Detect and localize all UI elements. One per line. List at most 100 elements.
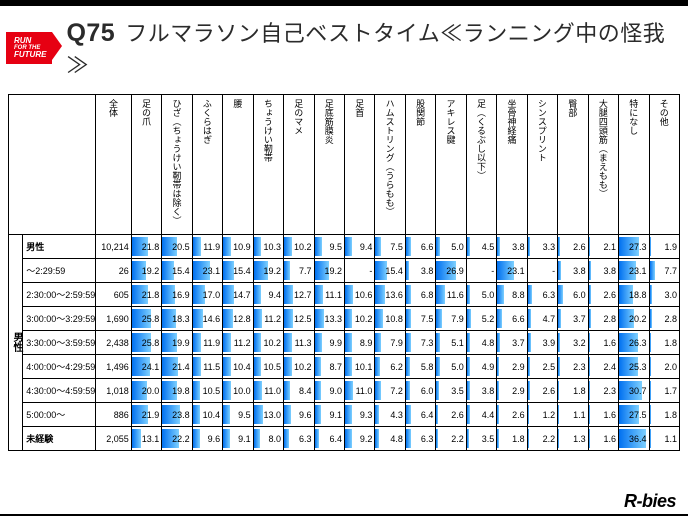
data-cell: 11.0 xyxy=(253,379,283,403)
bar-fill xyxy=(650,285,652,304)
bar-fill xyxy=(254,381,262,400)
data-cell: 18.8 xyxy=(619,283,649,307)
bar-fill xyxy=(467,333,471,352)
cell-value: 6.0 xyxy=(573,290,586,300)
bar-fill xyxy=(558,285,562,304)
cell-value: 3.8 xyxy=(482,386,495,396)
data-cell: 4.8 xyxy=(375,427,405,451)
table-row: 5:00:00～88621.923.810.49.513.09.69.19.34… xyxy=(9,403,680,427)
data-cell: 7.7 xyxy=(284,259,314,283)
data-cell: 10.3 xyxy=(253,235,283,259)
cell-value: 10.5 xyxy=(203,386,221,396)
data-cell: 5.2 xyxy=(466,307,496,331)
data-cell: 9.1 xyxy=(223,427,253,451)
cell-value: 2.6 xyxy=(512,410,525,420)
data-cell: 21.4 xyxy=(162,355,192,379)
cell-value: 10.5 xyxy=(264,362,282,372)
cell-value: 11.1 xyxy=(325,290,342,300)
cell-value: 19.2 xyxy=(142,266,160,276)
data-cell: 14.7 xyxy=(223,283,253,307)
data-cell: 2.6 xyxy=(497,403,527,427)
cell-value: 5.0 xyxy=(482,290,495,300)
row-label: 未経験 xyxy=(23,427,96,451)
data-cell: 7.5 xyxy=(375,235,405,259)
cell-value: 13.3 xyxy=(324,314,342,324)
data-cell: 1.2 xyxy=(527,403,557,427)
bar-fill xyxy=(436,381,439,400)
cell-value: 8.9 xyxy=(360,338,373,348)
data-cell: 3.8 xyxy=(558,259,588,283)
cell-value: 11.9 xyxy=(203,242,220,252)
bar-fill xyxy=(223,381,230,400)
cell-value: 15.4 xyxy=(233,266,251,276)
data-cell: 9.1 xyxy=(314,403,344,427)
cell-value: 6.3 xyxy=(299,434,312,444)
cell-value: 1.9 xyxy=(664,242,677,252)
cell-value: 20.5 xyxy=(172,242,190,252)
cell-value: 3.5 xyxy=(451,386,464,396)
data-cell: 10.2 xyxy=(344,307,374,331)
cell-value: 3.8 xyxy=(573,266,586,276)
bar-fill xyxy=(315,381,322,400)
cell-value: 9.1 xyxy=(329,410,342,420)
col-head-6: 足底筋膜炎 xyxy=(314,95,344,235)
bar-fill xyxy=(315,429,320,448)
bar-fill xyxy=(650,357,651,376)
data-cell: 9.2 xyxy=(344,427,374,451)
cell-value: 10.2 xyxy=(294,362,312,372)
cell-value: 7.7 xyxy=(664,266,677,276)
cell-value: 3.8 xyxy=(421,266,434,276)
cell-value: 21.8 xyxy=(142,242,160,252)
cell-value: 6.8 xyxy=(421,290,434,300)
bar-fill xyxy=(650,309,652,328)
cell-value: 9.6 xyxy=(299,410,312,420)
data-cell: - xyxy=(344,259,374,283)
col-head-2: ふくらはぎ xyxy=(192,95,222,235)
data-cell: 6.2 xyxy=(375,355,405,379)
cell-value: 21.9 xyxy=(142,410,160,420)
bar-fill xyxy=(650,333,651,352)
bar-fill xyxy=(528,237,530,256)
cell-value: 7.5 xyxy=(390,242,403,252)
badge-l1: RUN xyxy=(14,37,46,45)
bar-fill xyxy=(284,429,289,448)
cell-value: 2.3 xyxy=(573,362,586,372)
bar-fill xyxy=(315,309,325,328)
cell-value: 30.7 xyxy=(629,386,647,396)
data-cell: 6.3 xyxy=(284,427,314,451)
bar-fill xyxy=(436,357,440,376)
data-cell: 11.9 xyxy=(192,331,222,355)
data-cell: 11.1 xyxy=(314,283,344,307)
data-cell: 2.4 xyxy=(588,355,618,379)
cell-value: 5.0 xyxy=(451,362,464,372)
data-cell: 6.8 xyxy=(405,283,435,307)
cell-value: 4.5 xyxy=(482,242,495,252)
data-cell: 8.9 xyxy=(344,331,374,355)
cell-value: 1.1 xyxy=(664,434,677,444)
cell-value: 9.6 xyxy=(208,434,221,444)
cell-value: 2.2 xyxy=(451,434,464,444)
data-cell: 10.9 xyxy=(223,235,253,259)
cell-value: 25.3 xyxy=(629,362,647,372)
table-row: 3:30:00～3:59:592,43825.819.911.911.210.2… xyxy=(9,331,680,355)
row-label: 4:00:00～4:29:59 xyxy=(23,355,96,379)
data-cell: 5.0 xyxy=(436,355,466,379)
bar-fill xyxy=(497,405,499,424)
data-cell: 2.3 xyxy=(558,355,588,379)
bar-fill xyxy=(375,237,381,256)
cell-value: 5.2 xyxy=(482,314,495,324)
col-head-4: ちょうけい靭帯 xyxy=(253,95,283,235)
data-cell: 1.9 xyxy=(649,235,680,259)
bar-fill xyxy=(589,261,592,280)
data-cell: 14.6 xyxy=(192,307,222,331)
data-cell: 3.7 xyxy=(558,307,588,331)
cell-value: 9.2 xyxy=(360,434,373,444)
bar-fill xyxy=(467,429,470,448)
data-cell: 9.9 xyxy=(314,331,344,355)
row-label: 男性 xyxy=(23,235,96,259)
cell-value: 3.8 xyxy=(512,242,525,252)
cell-value: 12.5 xyxy=(294,314,312,324)
data-cell: 19.2 xyxy=(314,259,344,283)
cell-value: 15.4 xyxy=(172,266,190,276)
data-cell: - xyxy=(527,259,557,283)
